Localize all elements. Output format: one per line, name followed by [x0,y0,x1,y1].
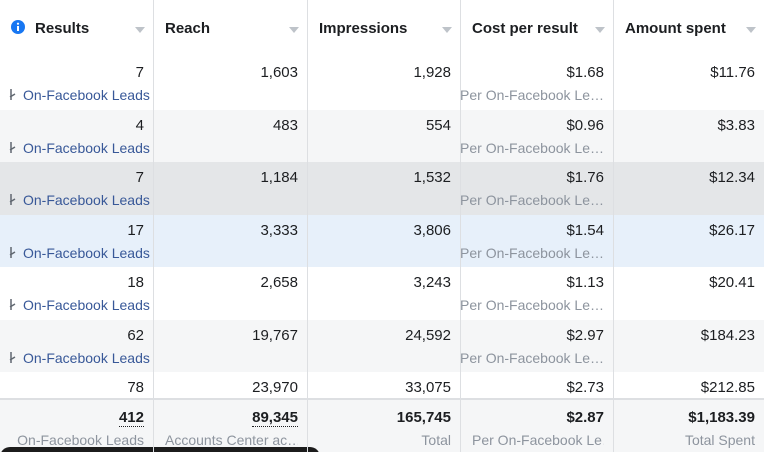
result-label[interactable]: On-Facebook Leads [23,87,150,103]
total-label: Accounts Center ac… [165,432,298,448]
cell-value: 17 [127,221,144,239]
cell-value: $1.54 [566,221,604,239]
cell-value: 78 [127,379,144,396]
sort-arrow[interactable] [595,27,605,33]
result-label[interactable]: On-Facebook Leads [23,244,150,261]
cell-value: 23,970 [252,379,298,396]
cell-value: 24,592 [405,326,451,344]
cell-value: 1,532 [413,169,451,186]
attribution-icon [9,351,16,363]
table-row[interactable] [0,267,764,320]
result-label[interactable]: On-Facebook Leads [23,349,150,366]
total-label: On-Facebook Leads [17,432,144,448]
cell-value: 33,075 [405,379,451,396]
sort-arrow[interactable] [442,27,452,33]
total-label: Total [421,432,451,448]
column-header[interactable]: Reach [165,20,211,37]
result-label[interactable]: On-Facebook Leads [23,139,150,156]
cell-value: $12.34 [709,169,755,186]
cell-value: 19,767 [252,326,298,344]
attribution-icon [9,141,16,153]
cell-value: $1.13 [566,274,604,291]
cell-value: $3.83 [717,116,755,134]
column-divider [613,0,614,452]
info-icon[interactable] [11,20,25,34]
cell-value: $2.97 [566,326,604,344]
cost-label: Per On-Facebook Le… [460,297,604,313]
attribution-icon [9,246,16,258]
cell-value: $184.23 [700,326,755,344]
result-label[interactable]: On-Facebook Leads [23,297,150,313]
total-number: $1,183.39 [688,409,755,426]
attribution-icon [9,89,16,100]
table-row[interactable] [0,109,764,162]
cell-value: $20.41 [709,274,755,291]
table-footer [0,398,764,452]
sort-arrow[interactable] [746,27,756,33]
cell-value: $26.17 [709,221,755,239]
cell-value: 4 [135,116,144,134]
table-row[interactable] [0,214,764,267]
total-label: Per On-Facebook Le… [472,432,604,448]
column-header[interactable]: Amount spent [625,20,726,37]
cell-value: 1,928 [413,64,451,81]
cell-value: $212.85 [700,379,755,396]
cell-value: 62 [127,326,144,344]
cell-value: $1.68 [566,64,604,81]
cell-value: $1.76 [566,169,604,186]
total-value: $1,183.39 [613,409,755,427]
cell-value: 554 [425,116,451,134]
total-number: $2.87 [566,409,604,426]
cost-label: Per On-Facebook Le… [460,192,604,208]
column-header[interactable]: Results [35,20,90,37]
total-value: 89,345 [153,409,298,427]
result-label[interactable]: On-Facebook Leads [23,192,150,208]
cell-value: 7 [135,64,144,81]
cost-label: Per On-Facebook Le… [460,349,604,366]
total-label: Total Spent [684,432,755,448]
total-number: 412 [118,409,144,427]
total-value: 412 [0,409,144,427]
total-value: 165,745 [307,409,451,427]
cell-value: 3,806 [413,221,451,239]
sort-arrow[interactable] [135,27,145,33]
cell-value: $0.96 [566,116,604,134]
total-value: $2.87 [460,409,604,427]
cell-value: 1,603 [260,64,298,81]
table-row[interactable] [0,319,764,372]
sort-arrow[interactable] [289,27,299,33]
column-divider [153,0,154,452]
cell-value: 3,333 [260,221,298,239]
cell-value: $11.76 [710,64,755,81]
table-row[interactable] [0,57,764,110]
cell-value: 18 [127,274,144,291]
attribution-icon [9,194,16,205]
cell-value: 2,658 [260,274,298,291]
cell-value: 1,184 [260,169,298,186]
cell-value: 483 [272,116,298,134]
cost-label: Per On-Facebook Le… [460,87,604,103]
total-number: 165,745 [396,409,451,426]
attribution-icon [9,299,16,310]
overlay-bar [0,447,320,452]
total-number: 89,345 [252,409,298,427]
cell-value: $2.73 [566,379,604,396]
cost-label: Per On-Facebook Le… [460,139,604,156]
column-divider [307,0,308,452]
column-header[interactable]: Impressions [319,20,408,37]
cost-label: Per On-Facebook Le… [460,244,604,261]
column-header[interactable]: Cost per result [472,20,578,37]
cell-value: 7 [135,169,144,186]
cell-value: 3,243 [413,274,451,291]
table-row[interactable] [0,162,764,215]
column-divider [460,0,461,452]
